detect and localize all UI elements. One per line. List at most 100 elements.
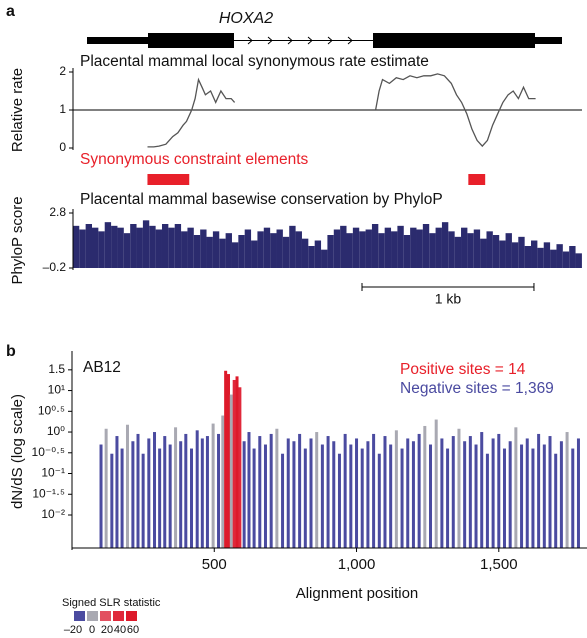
- phylop-bar: [187, 227, 194, 268]
- slr-bar: [383, 436, 387, 548]
- y-axis-label: PhyloP score: [9, 196, 26, 284]
- y-tick-label: 0: [59, 140, 66, 154]
- slr-bar: [480, 432, 484, 548]
- phylop-bar: [429, 233, 436, 268]
- slr-bar: [337, 453, 341, 548]
- phylop-bar: [200, 229, 207, 268]
- slr-bar: [158, 448, 162, 548]
- annotation: Negative sites = 1,369: [400, 380, 554, 397]
- y-tick-label: 10⁻¹: [41, 466, 65, 480]
- x-tick-label: 1,500: [480, 556, 518, 573]
- slr-bar: [190, 448, 194, 548]
- slr-bar: [315, 432, 319, 548]
- exon: [373, 33, 535, 48]
- y-tick-label: 2: [59, 64, 66, 78]
- slr-bar: [491, 438, 495, 548]
- slr-bar: [434, 419, 438, 548]
- y-tick-label: –0.2: [43, 260, 67, 274]
- phylop-bar: [511, 242, 519, 268]
- rate-line: [147, 77, 236, 148]
- x-axis-label: Alignment position: [296, 585, 419, 602]
- slr-bar: [275, 428, 279, 548]
- y-tick-label: 1: [59, 102, 66, 116]
- phylop-bar: [340, 225, 347, 268]
- slr-bar: [520, 444, 524, 548]
- phylop-bar: [480, 238, 487, 268]
- y-tick-label: 10⁻⁰·⁵: [32, 445, 65, 459]
- phylop-bar: [295, 231, 302, 268]
- phylop-bar: [149, 225, 156, 268]
- phylop-bar: [333, 229, 341, 268]
- phylop-bar: [467, 233, 474, 268]
- phylop-bar: [448, 231, 455, 268]
- slr-bar: [247, 432, 251, 548]
- slr-bar: [400, 448, 404, 548]
- x-tick-label: 500: [202, 556, 227, 573]
- phylop-bar: [155, 229, 162, 268]
- slr-bar: [360, 448, 364, 548]
- slr-bar: [115, 436, 119, 548]
- slr-bar: [377, 453, 381, 548]
- exon: [148, 33, 234, 48]
- colorbar-swatch: [87, 611, 98, 621]
- chart-title: Placental mammal local synonymous rate e…: [80, 53, 429, 70]
- y-tick-label: 10¹: [48, 383, 65, 397]
- slr-bar: [349, 444, 353, 548]
- slr-bar: [252, 448, 256, 548]
- slr-bar: [211, 423, 215, 548]
- slr-bar: [168, 444, 172, 548]
- slr-bar: [298, 433, 302, 548]
- slr-bar: [554, 453, 558, 548]
- phylop-bar: [543, 242, 551, 268]
- phylop-bar: [98, 231, 105, 268]
- phylop-bar: [244, 229, 252, 268]
- constraint-element: [468, 174, 486, 185]
- slr-bar: [217, 433, 221, 548]
- slr-bar: [463, 441, 467, 548]
- slr-bar: [440, 438, 444, 548]
- slr-bar: [451, 436, 455, 548]
- annotation: Positive sites = 14: [400, 361, 526, 378]
- slr-bar: [417, 433, 421, 548]
- slr-bar: [423, 425, 427, 548]
- slr-bar: [508, 441, 512, 548]
- y-tick-label: 10⁰: [47, 424, 65, 438]
- phylop-bar: [123, 233, 131, 268]
- slr-bar: [104, 428, 108, 548]
- slr-bar: [238, 387, 242, 548]
- colorbar-title: Signed SLR statistic: [62, 597, 161, 609]
- slr-bar: [576, 438, 580, 548]
- slr-bar: [269, 433, 273, 548]
- slr-bar: [292, 441, 296, 548]
- slr-bar: [263, 444, 267, 548]
- slr-bar: [232, 379, 236, 548]
- slr-bar: [200, 438, 204, 548]
- phylop-bar: [111, 225, 118, 268]
- y-axis-label: dN/dS (log scale): [9, 394, 26, 509]
- colorbar-swatch: [74, 611, 85, 621]
- phylop-bar: [193, 235, 201, 268]
- panel-label: b: [6, 343, 16, 360]
- slr-bar: [184, 433, 188, 548]
- constraint-element: [147, 174, 190, 185]
- slr-bar: [131, 441, 135, 548]
- phylop-bar: [378, 233, 385, 268]
- slr-bar: [179, 441, 183, 548]
- slr-bar: [542, 444, 546, 548]
- chart-title: Placental mammal basewise conservation b…: [80, 191, 443, 208]
- colorbar-tick-label: 60: [127, 624, 139, 636]
- slr-bar: [406, 438, 410, 548]
- slr-bar: [258, 436, 262, 548]
- y-axis-label: Relative rate: [9, 68, 26, 152]
- slr-bar: [411, 441, 415, 548]
- slr-bar: [343, 433, 347, 548]
- phylop-bar: [486, 231, 493, 268]
- slr-bar: [163, 436, 167, 548]
- phylop-bar: [314, 240, 322, 268]
- phylop-bar: [403, 235, 411, 268]
- slr-bar: [355, 438, 359, 548]
- slr-bar: [537, 433, 541, 548]
- slr-bar: [332, 441, 336, 548]
- phylop-bar: [562, 251, 570, 268]
- y-tick-label: 2.8: [49, 205, 66, 219]
